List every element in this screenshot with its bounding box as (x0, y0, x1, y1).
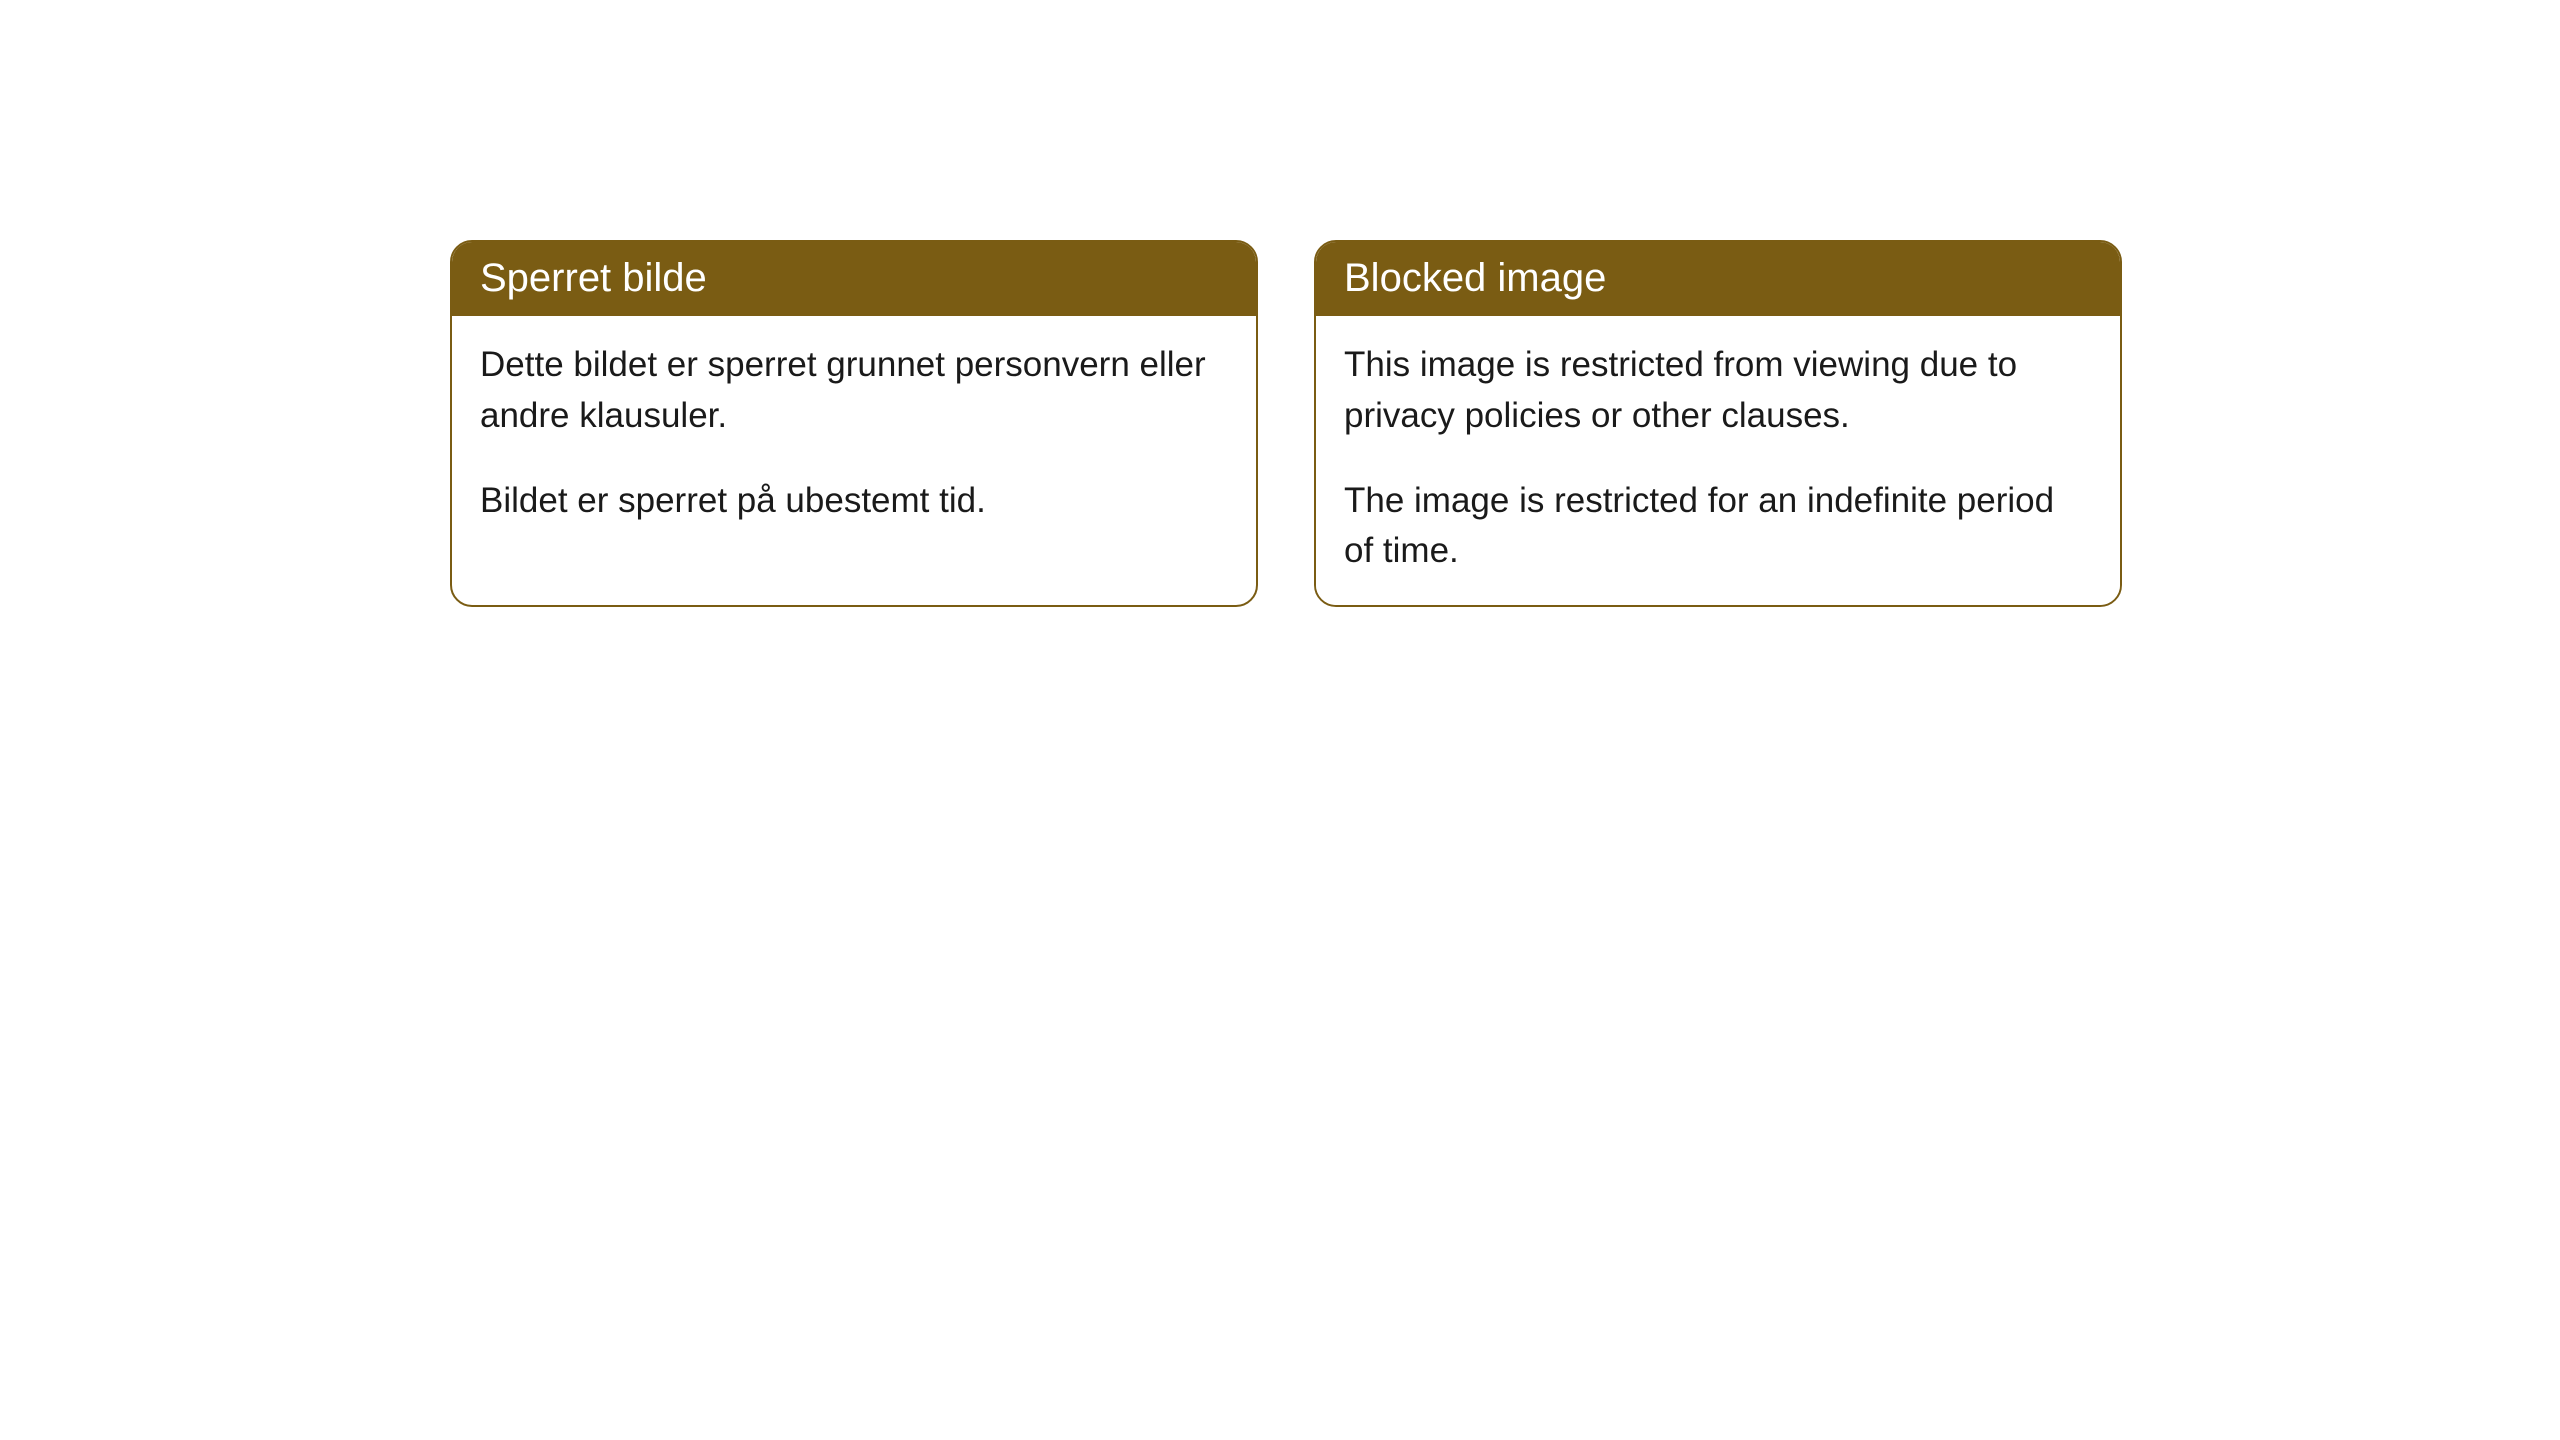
card-paragraph: The image is restricted for an indefinit… (1344, 476, 2092, 578)
card-paragraph: Bildet er sperret på ubestemt tid. (480, 476, 1228, 527)
card-paragraph: Dette bildet er sperret grunnet personve… (480, 340, 1228, 442)
notice-card-english: Blocked image This image is restricted f… (1314, 240, 2122, 607)
notice-card-norwegian: Sperret bilde Dette bildet er sperret gr… (450, 240, 1258, 607)
card-paragraph: This image is restricted from viewing du… (1344, 340, 2092, 442)
notice-container: Sperret bilde Dette bildet er sperret gr… (0, 0, 2560, 607)
card-body: Dette bildet er sperret grunnet personve… (452, 316, 1256, 554)
card-body: This image is restricted from viewing du… (1316, 316, 2120, 605)
card-title: Blocked image (1316, 242, 2120, 316)
card-title: Sperret bilde (452, 242, 1256, 316)
